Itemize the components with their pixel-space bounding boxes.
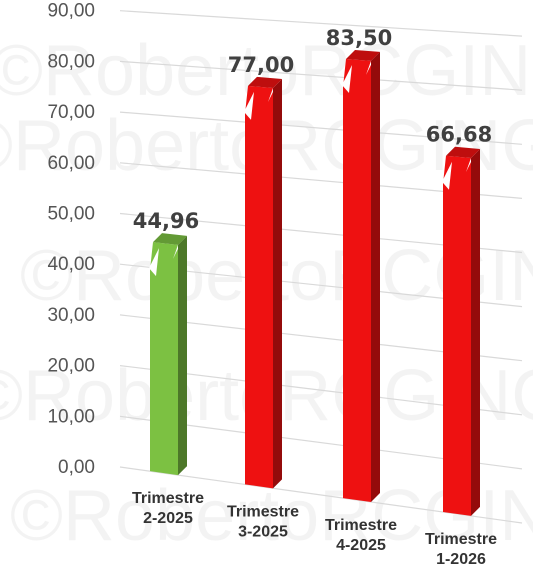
gridline bbox=[119, 466, 523, 524]
bar-notch bbox=[442, 161, 452, 190]
bar-side bbox=[471, 149, 480, 516]
category-labels: Trimestre 2-2025 Trimestre 3-2025 Trimestre 4… bbox=[132, 490, 497, 568]
bar bbox=[442, 146, 480, 516]
data-label: 83,50 bbox=[326, 26, 392, 50]
bars bbox=[149, 49, 480, 516]
bar-front bbox=[245, 85, 273, 489]
y-tick-label: 50,00 bbox=[47, 204, 95, 225]
bar-notch bbox=[342, 64, 352, 93]
bar-top bbox=[248, 76, 282, 88]
y-tick-label: 30,00 bbox=[47, 305, 95, 326]
bar-notch bbox=[244, 91, 254, 120]
bar-front bbox=[150, 242, 178, 476]
bar-top bbox=[446, 146, 480, 159]
category-label: 1-2026 bbox=[436, 551, 486, 568]
category-label: Trimestre bbox=[425, 531, 497, 548]
bar-front bbox=[343, 58, 371, 502]
bar-top bbox=[153, 233, 187, 245]
y-tick-label: 0,00 bbox=[58, 457, 95, 478]
bar bbox=[342, 49, 380, 502]
data-label: 77,00 bbox=[228, 53, 294, 77]
category-label: 3-2025 bbox=[238, 523, 288, 540]
category-label: 4-2025 bbox=[336, 537, 386, 554]
category-label: Trimestre bbox=[132, 490, 204, 507]
bar-notch bbox=[149, 248, 159, 277]
bar bbox=[149, 233, 187, 476]
gridline bbox=[119, 10, 523, 37]
data-label: 44,96 bbox=[133, 209, 199, 233]
bar-front bbox=[443, 155, 471, 516]
y-tick-label: 80,00 bbox=[47, 51, 95, 72]
category-label: Trimestre bbox=[325, 517, 397, 534]
bar bbox=[244, 76, 282, 489]
bar-side bbox=[178, 235, 187, 476]
bar-side bbox=[273, 78, 282, 489]
y-tick-label: 40,00 bbox=[47, 254, 95, 275]
category-label: Trimestre bbox=[227, 503, 299, 520]
gridline bbox=[119, 111, 523, 145]
y-tick-label: 70,00 bbox=[47, 102, 95, 123]
y-tick-label: 20,00 bbox=[47, 356, 95, 377]
category-label: 2-2025 bbox=[143, 510, 193, 527]
gridline bbox=[119, 60, 523, 91]
bar-top bbox=[346, 49, 380, 61]
y-tick-label: 10,00 bbox=[47, 406, 95, 427]
y-tick-label: 90,00 bbox=[47, 1, 95, 22]
bar-side bbox=[371, 51, 380, 502]
y-axis-ticks: 0,00 10,00 20,00 30,00 40,00 50,00 60,00 70,00 8… bbox=[47, 1, 95, 478]
data-labels: 44,96 77,00 83,50 66,68 bbox=[133, 26, 492, 233]
data-label: 66,68 bbox=[426, 123, 492, 147]
y-tick-label: 60,00 bbox=[47, 153, 95, 174]
